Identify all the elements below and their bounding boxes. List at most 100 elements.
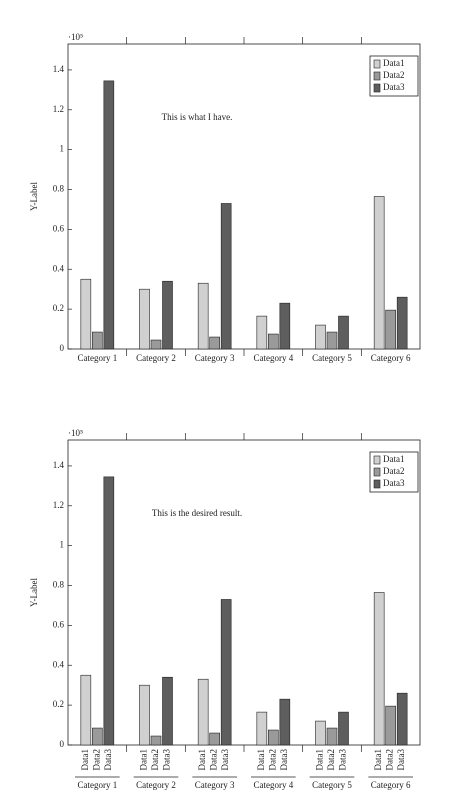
bar-series-label: Data1 [256, 749, 266, 771]
bar-series-label: Data3 [396, 749, 406, 771]
bar-series-label: Data3 [103, 749, 113, 771]
bar [162, 676, 173, 746]
bar [103, 80, 115, 350]
bar [268, 333, 279, 350]
y-tick-label: 1.4 [53, 64, 65, 74]
legend-label: Data1 [383, 454, 405, 464]
bar [396, 296, 408, 350]
bar [139, 288, 150, 350]
bar [279, 698, 291, 746]
bar [80, 674, 92, 746]
bar [197, 282, 209, 350]
x-tick-label: Category 3 [195, 780, 235, 790]
bar-series-label: Data2 [150, 749, 160, 771]
legend-box [369, 55, 419, 97]
y-scale-label: ·10⁵ [68, 428, 83, 438]
bar [256, 315, 268, 350]
y-axis-label: Y-Label [29, 182, 39, 211]
x-tick-label: Category 4 [253, 353, 293, 363]
bar [197, 678, 209, 746]
bar [256, 711, 268, 746]
x-tick-label: Category 1 [77, 780, 117, 790]
bar [209, 336, 220, 350]
x-tick-label: Category 6 [371, 353, 411, 363]
bar [220, 599, 232, 746]
bar [209, 732, 220, 746]
y-tick-label: 0.4 [53, 263, 65, 273]
y-tick-label: 1 [60, 540, 65, 550]
bar-series-label: Data3 [338, 749, 348, 771]
y-tick-label: 0.2 [53, 699, 64, 709]
legend-label: Data1 [383, 58, 405, 68]
y-tick-label: 0.4 [53, 659, 65, 669]
y-tick-label: 1.2 [53, 104, 64, 114]
bar [80, 278, 92, 350]
bar-series-label: Data2 [209, 749, 219, 771]
bar [315, 324, 326, 350]
annotation: This is what I have. [162, 112, 233, 122]
y-scale-label: ·10⁵ [68, 32, 83, 42]
x-tick-label: Category 5 [312, 780, 352, 790]
y-axis-label: Y-Label [29, 578, 39, 607]
y-tick-label: 0.2 [53, 303, 64, 313]
bar [326, 331, 338, 350]
bar-series-label: Data1 [315, 749, 325, 771]
bar-series-label: Data2 [326, 749, 336, 771]
annotation: This is the desired result. [152, 508, 242, 518]
x-tick-label: Category 2 [136, 780, 176, 790]
legend-swatch [373, 59, 381, 69]
bar-series-label: Data2 [91, 749, 101, 771]
legend-swatch [373, 467, 381, 477]
bar-series-label: Data3 [279, 749, 289, 771]
legend-label: Data3 [383, 82, 405, 92]
legend-swatch [373, 83, 381, 93]
bar [373, 196, 385, 350]
bar-series-label: Data3 [162, 749, 172, 771]
bar [279, 302, 291, 350]
bar [150, 735, 162, 746]
y-tick-label: 1.4 [53, 460, 65, 470]
bar [162, 280, 173, 350]
bar-series-label: Data2 [267, 749, 277, 771]
legend-swatch [373, 479, 381, 489]
plot-frame [67, 43, 421, 350]
y-tick-label: 0.8 [53, 580, 65, 590]
bar [220, 203, 232, 350]
bar-series-label: Data3 [220, 749, 230, 771]
legend-label: Data2 [383, 70, 405, 80]
bar [326, 727, 338, 746]
y-tick-label: 0.6 [53, 619, 65, 629]
x-tick-label: Category 5 [312, 353, 352, 363]
x-tick-label: Category 4 [253, 780, 293, 790]
x-tick-label: Category 6 [371, 780, 411, 790]
plot-frame [67, 439, 421, 746]
bar [338, 711, 349, 746]
bar [385, 705, 396, 746]
x-tick-label: Category 3 [195, 353, 235, 363]
y-tick-label: 1.2 [53, 500, 64, 510]
bar-series-label: Data1 [80, 749, 90, 771]
x-tick-label: Category 1 [77, 353, 117, 363]
bar-series-label: Data1 [139, 749, 149, 771]
y-tick-label: 0 [60, 343, 65, 353]
bar-series-label: Data1 [197, 749, 207, 771]
y-tick-label: 1 [60, 144, 65, 154]
bar [150, 339, 162, 350]
legend-box [369, 451, 419, 493]
legend-swatch [373, 455, 381, 465]
bar [268, 729, 279, 746]
bar-series-label: Data1 [373, 749, 383, 771]
bar-series-label: Data2 [385, 749, 395, 771]
legend-swatch [373, 71, 381, 81]
bar [315, 720, 326, 746]
bar [103, 476, 115, 746]
bar [373, 592, 385, 746]
bar [92, 331, 103, 350]
bar [338, 315, 349, 350]
y-tick-label: 0 [60, 739, 65, 749]
legend-label: Data2 [383, 466, 405, 476]
legend-label: Data3 [383, 478, 405, 488]
y-tick-label: 0.6 [53, 223, 65, 233]
